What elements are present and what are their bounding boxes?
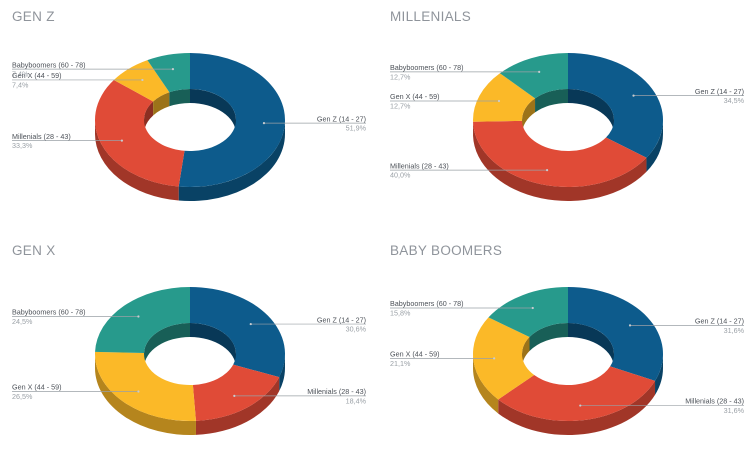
slice-inner-wall [144,323,190,368]
slice-value-label: 40,0% [390,171,411,180]
slice-side-wall [178,120,285,201]
donut-slice-babyboomers-60-78 [95,287,190,354]
slice-value-label: 26,5% [12,392,33,401]
slice-side-wall [655,354,663,395]
slice-label: Gen Z (14 - 27) [695,87,744,96]
slice-inner-wall [568,323,614,368]
donut-slice-gen-z-14-27 [568,287,663,381]
chart-title: GEN X [12,243,56,258]
slice-value-label: 34,5% [724,96,745,105]
leader-dot [538,70,541,73]
donut-slice-gen-x-44-59 [473,73,536,122]
slice-label: Gen X (44 - 59) [390,92,440,101]
slice-value-label: 7,4% [12,80,29,89]
slice-side-wall [95,354,196,435]
donut-slice-gen-z-14-27 [178,53,286,188]
slice-label: Babyboomers (60 - 78) [390,299,464,308]
leader-dot [632,94,635,97]
slice-value-label: 31,6% [724,326,745,335]
donut-slice-babyboomers-60-78 [147,53,190,93]
donut-slice-gen-x-44-59 [113,60,170,102]
slice-inner-wall [535,89,568,113]
slice-inner-wall [190,323,236,368]
slice-side-wall [498,380,656,435]
leader-dot [120,139,124,142]
slice-label: Babyboomers (60 - 78) [12,308,86,317]
donut-slice-gen-z-14-27 [568,53,663,158]
slice-label: Millenials (28 - 43) [685,397,744,406]
slice-inner-wall [529,323,568,352]
slice-side-wall [646,120,663,172]
donut-chart-baby-boomers: Gen Z (14 - 27)31,6%Millenials (28 - 43)… [390,287,745,435]
slice-value-label: 15,8% [390,309,411,318]
chart-title: GEN Z [12,9,55,24]
slice-side-wall [279,354,285,392]
leader-dot [249,322,252,326]
slice-side-wall [95,120,179,201]
slice-value-label: 51,9% [346,124,367,133]
leader-dot [141,78,144,82]
donut-chart-gen-z: Gen Z (14 - 27)51,9% Millenials (28 - 43)… [12,53,367,201]
donut-slice-gen-x-44-59 [473,317,535,400]
chart-panel-gen-z: GEN Z Gen Z (14 - 27) 51,9% Millenials (28… [0,0,376,233]
slice-value-label: 33,3% [12,141,33,150]
slice-label: Millenials (28 - 43) [390,161,449,170]
slice-value-label: 7,4% [12,70,29,79]
slice-label: Gen X (44 - 59) [12,71,62,80]
leader-dot [137,315,140,318]
leader-dot [233,394,236,397]
donut-slice-babyboomers-60-78 [488,287,568,338]
slice-value-label: 21,1% [390,359,411,368]
slice-inner-wall [522,98,536,134]
leader-dot [137,390,140,393]
slice-label: Gen X (44 - 59) [12,383,62,392]
leader-dot [628,324,632,327]
leader-dot [497,99,501,103]
slice-value-label: 12,7% [390,101,411,110]
donut-slice-millenials-28-43 [192,364,280,421]
slice-value-label: 31,6% [724,406,745,415]
slice-label: Millenials (28 - 43) [12,132,71,141]
slice-side-wall [195,377,280,435]
slice-label: Gen Z (14 - 27) [317,114,366,123]
slice-value-label: 12,7% [390,72,411,81]
leader-dot [579,404,582,407]
leader-dot [171,68,175,71]
donut-chart-gen-x: Gen Z (14 - 27)30,6% Millenials (28 - 43)… [12,287,367,435]
slice-inner-wall [144,101,154,134]
leader-dot [545,169,549,172]
donut-slice-millenials-28-43 [95,79,185,187]
slice-label: Babyboomers (60 - 78) [12,60,86,69]
leader-dot [262,122,266,125]
slice-label: Gen Z (14 - 27) [695,317,744,326]
slice-label: Gen X (44 - 59) [390,350,440,359]
leader-dot [531,306,534,310]
donut-chart-millenials: Gen Z (14 - 27)34,5% Millenials (28 - 43)… [390,53,745,202]
chart-panel-gen-x: GEN X Gen Z (14 - 27) 30,6% Millenials (28… [0,234,376,467]
slice-inner-wall [522,337,530,368]
donut-slice-babyboomers-60-78 [499,53,568,99]
donut-slice-gen-z-14-27 [190,287,286,378]
chart-panel-millenials: MILLENIALS Gen Z (14 - 27) 34,5% Millenial… [378,0,752,233]
slice-value-label: 24,5% [12,317,33,326]
slice-side-wall [473,354,499,414]
slice-value-label: 18,4% [346,396,367,405]
slice-side-wall [473,121,647,202]
slice-label: Millenials (28 - 43) [307,387,366,396]
chart-title: BABY BOOMERS [390,243,503,258]
slice-label: Babyboomers (60 - 78) [390,63,464,72]
donut-slice-gen-x-44-59 [94,351,196,421]
donut-slice-millenials-28-43 [498,366,656,421]
slice-value-label: 30,6% [346,325,367,334]
chart-panel-baby-boomers: BABY BOOMERS Gen Z (14 - 27) 31,6% Milleni… [378,234,752,467]
chart-title: MILLENIALS [390,9,472,24]
slice-inner-wall [568,89,614,134]
slice-inner-wall [169,89,190,107]
slice-inner-wall [190,89,236,134]
slice-label: Gen Z (14 - 27) [317,315,366,324]
leader-dot [493,357,496,360]
slice-inner-wall [153,92,170,116]
